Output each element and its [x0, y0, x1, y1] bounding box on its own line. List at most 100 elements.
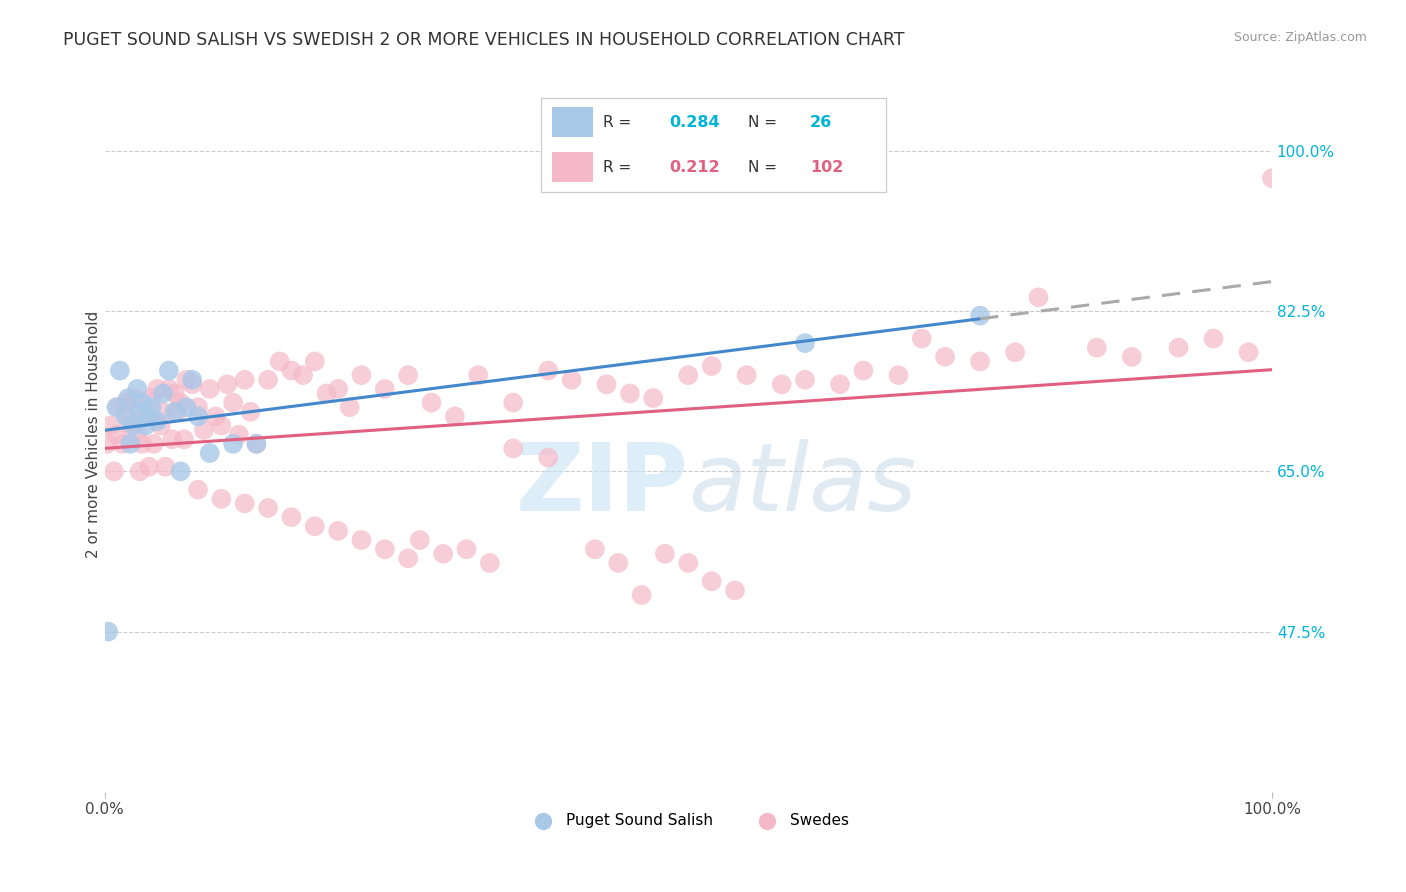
Point: [204, 409, 226, 424]
Point: [828, 377, 851, 392]
Point: [149, 418, 172, 433]
Point: [630, 588, 652, 602]
Bar: [551, 153, 593, 183]
Point: [141, 391, 163, 405]
Point: [166, 405, 188, 419]
Point: [595, 377, 617, 392]
Point: [537, 450, 560, 465]
Point: [114, 395, 136, 409]
Point: [233, 496, 256, 510]
Point: [157, 363, 180, 377]
Point: [794, 373, 817, 387]
Point: [152, 405, 174, 419]
Point: [478, 556, 501, 570]
Point: [155, 459, 177, 474]
Point: [163, 405, 186, 419]
Point: [643, 391, 665, 405]
Point: [852, 363, 875, 377]
Point: [374, 382, 396, 396]
Point: [934, 350, 956, 364]
Point: [432, 547, 454, 561]
Point: [502, 395, 524, 409]
Point: [120, 437, 142, 451]
Point: [138, 459, 160, 474]
Point: [700, 359, 723, 373]
Point: [396, 368, 419, 383]
Point: [561, 373, 583, 387]
Point: [114, 409, 136, 424]
Point: [1121, 350, 1143, 364]
Point: [108, 363, 131, 377]
Text: 26: 26: [810, 115, 832, 130]
Text: N =: N =: [748, 115, 778, 130]
Point: [120, 418, 142, 433]
Text: PUGET SOUND SALISH VS SWEDISH 2 OR MORE VEHICLES IN HOUSEHOLD CORRELATION CHART: PUGET SOUND SALISH VS SWEDISH 2 OR MORE …: [63, 31, 905, 49]
Point: [122, 418, 145, 433]
Point: [304, 519, 326, 533]
Point: [117, 391, 139, 405]
Point: [456, 542, 478, 557]
Point: [257, 373, 280, 387]
Point: [209, 491, 232, 506]
Point: [146, 382, 169, 396]
Point: [257, 500, 280, 515]
Point: [396, 551, 419, 566]
Point: [181, 373, 204, 387]
Point: [735, 368, 758, 383]
Point: [409, 533, 432, 547]
Point: [217, 377, 239, 392]
Point: [169, 464, 191, 478]
Point: [280, 510, 302, 524]
Point: [678, 368, 700, 383]
Point: [187, 483, 209, 497]
Point: [326, 382, 349, 396]
Point: [131, 437, 153, 451]
Point: [176, 401, 198, 415]
Point: [374, 542, 396, 557]
Point: [326, 524, 349, 538]
Point: [583, 542, 606, 557]
Point: [127, 382, 149, 396]
Point: [269, 354, 291, 368]
Point: [162, 432, 184, 446]
Point: [420, 395, 443, 409]
Point: [304, 354, 326, 368]
Point: [135, 418, 157, 433]
Point: [142, 437, 165, 451]
Point: [1237, 345, 1260, 359]
Text: Source: ZipAtlas.com: Source: ZipAtlas.com: [1233, 31, 1367, 45]
Text: R =: R =: [603, 160, 631, 175]
Point: [105, 427, 128, 442]
Text: 0.212: 0.212: [669, 160, 720, 175]
Point: [222, 437, 245, 451]
Point: [724, 583, 747, 598]
Point: [887, 368, 910, 383]
Point: [169, 395, 191, 409]
Point: [607, 556, 630, 570]
Point: [100, 418, 122, 433]
Point: [1167, 341, 1189, 355]
Point: [1085, 341, 1108, 355]
Point: [135, 409, 157, 424]
Point: [239, 405, 262, 419]
Point: [96, 437, 118, 451]
Point: [198, 382, 221, 396]
Point: [111, 437, 134, 451]
Point: [1004, 345, 1026, 359]
Point: [444, 409, 467, 424]
Point: [350, 368, 373, 383]
Point: [969, 354, 991, 368]
Text: atlas: atlas: [689, 439, 917, 530]
Point: [181, 377, 204, 392]
Point: [173, 432, 195, 446]
Point: [467, 368, 489, 383]
Point: [176, 373, 198, 387]
Point: [700, 574, 723, 589]
Point: [654, 547, 676, 561]
Text: R =: R =: [603, 115, 631, 130]
Text: ZIP: ZIP: [516, 439, 689, 531]
Point: [117, 409, 139, 424]
Point: [678, 556, 700, 570]
Point: [315, 386, 337, 401]
Point: [339, 401, 361, 415]
